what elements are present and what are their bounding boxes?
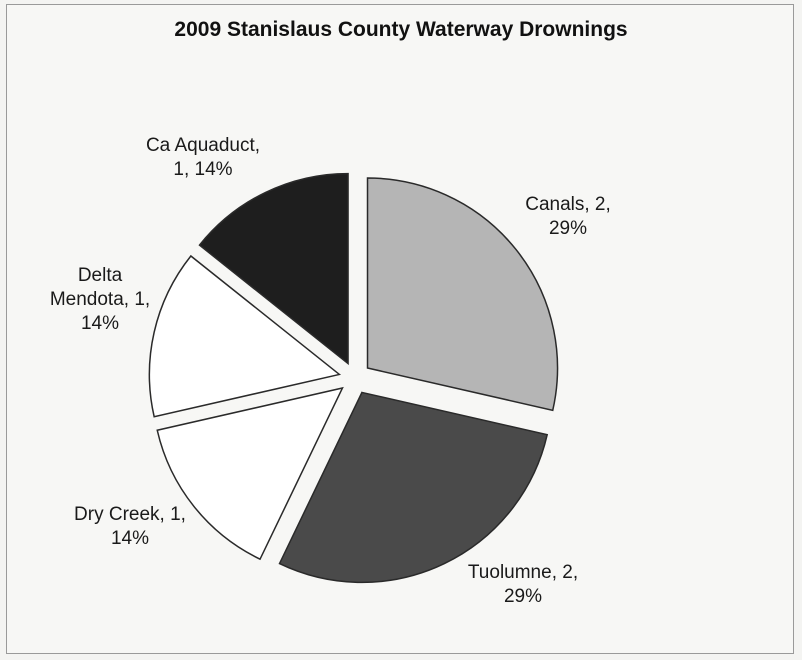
pie-slice-ca-aquaduct [198,172,349,366]
pie-slice-delta-mendota [148,254,342,418]
pie-slice-dry-creek [156,386,344,561]
slice-label-dry-creek: Dry Creek, 1, 14% [74,504,186,549]
slice-label-delta-mendota: Delta Mendota, 1, 14% [50,265,150,334]
pie-slice-tuolumne [278,391,549,584]
slice-label-canals: Canals, 2, 29% [525,194,611,239]
chart-title: 2009 Stanislaus County Waterway Drowning… [174,18,628,41]
slice-label-tuolumne: Tuolumne, 2, 29% [468,562,578,607]
slice-label-ca-aquaduct: Ca Aquaduct, 1, 14% [146,135,260,180]
pie-slice-canals [366,177,559,412]
